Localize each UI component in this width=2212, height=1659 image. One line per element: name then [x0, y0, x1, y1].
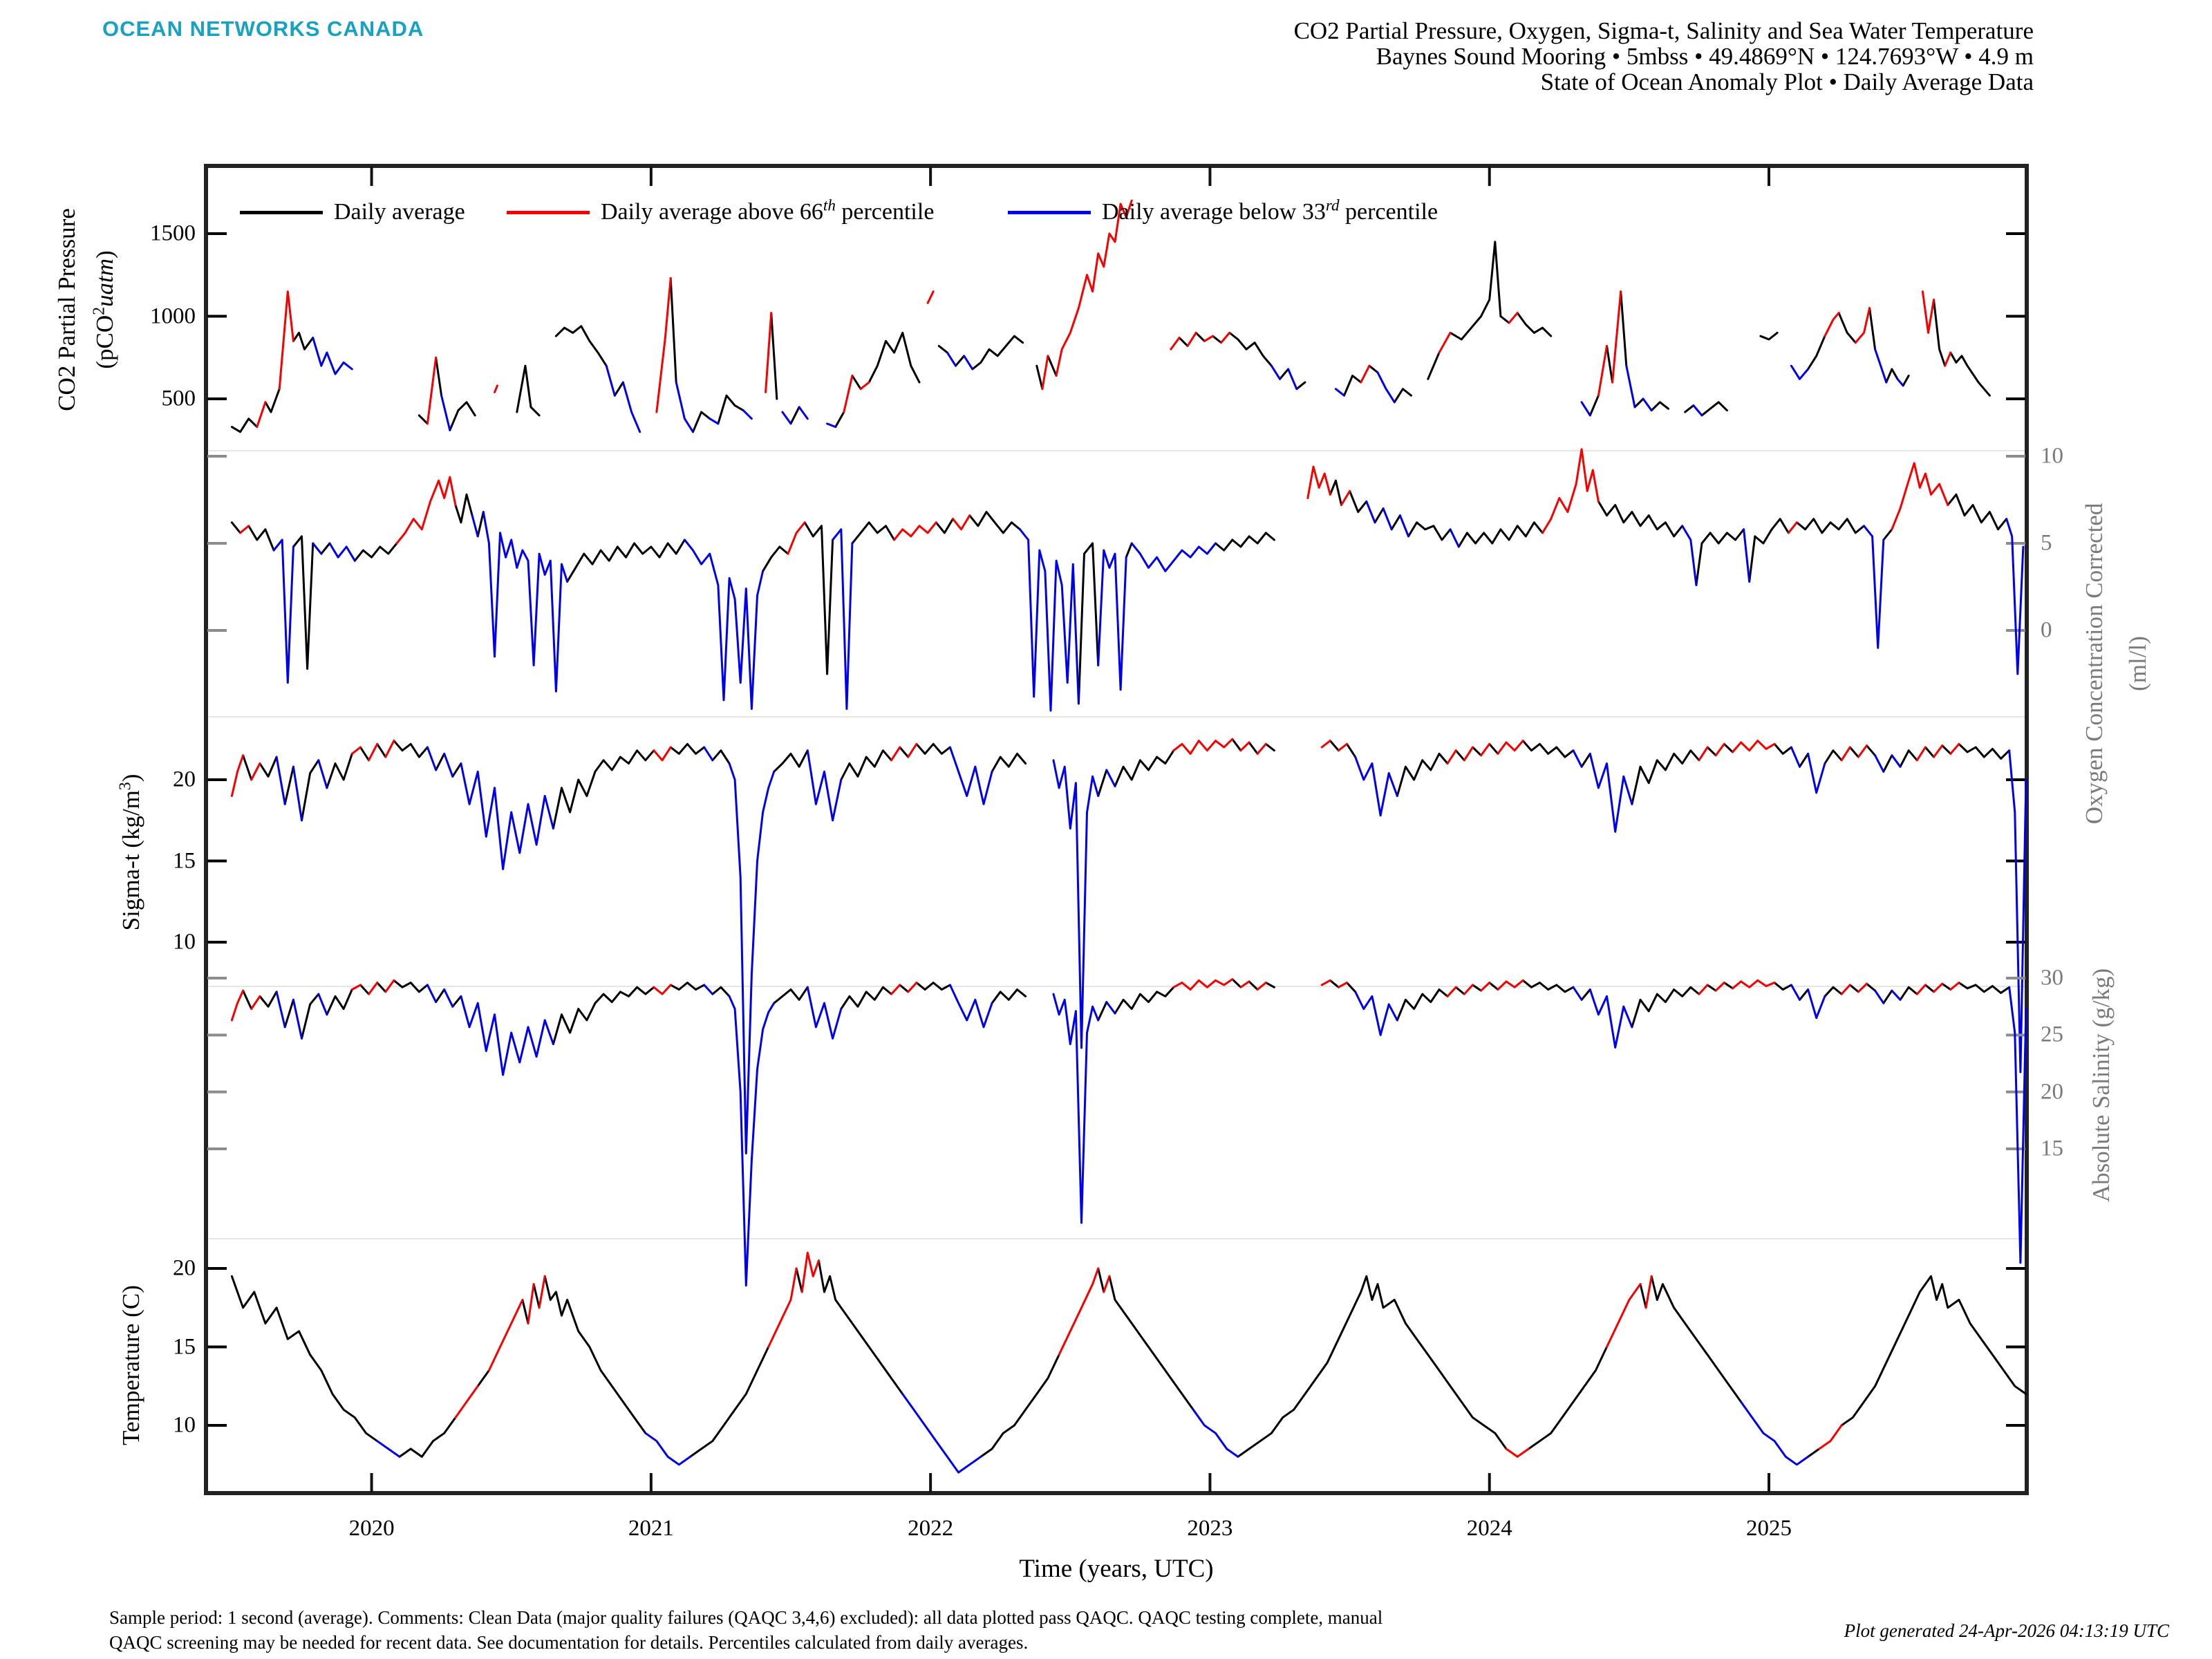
x-tick-label-2021: 2021	[628, 1516, 674, 1541]
series-sigma_t-below-33rd	[275, 746, 2027, 1154]
legend-item-below-33rd: Daily average below 33rd percentile	[1008, 198, 1438, 227]
oxygen-tick-10: 10	[2041, 443, 2063, 469]
series-temperature-above-66th	[454, 1251, 1843, 1458]
oxygen-tick-0: 0	[2041, 617, 2052, 643]
sigma_t-tick-10: 10	[173, 929, 196, 955]
co2-axis-label: CO2 Partial Pressure	[53, 208, 80, 411]
legend-label-above-66th: Daily average above 66th percentile	[601, 196, 935, 225]
x-axis-label: Time (years, UTC)	[1019, 1555, 1214, 1583]
legend-item-daily-average: Daily average	[240, 198, 465, 227]
series-co2-below-33rd	[312, 337, 1904, 433]
x-tick-label-2020: 2020	[348, 1516, 395, 1541]
legend-label-daily-average: Daily average	[334, 199, 465, 225]
series-sigma_t-daily	[242, 738, 2011, 830]
x-tick-label-2025: 2025	[1746, 1516, 1792, 1541]
legend-line-red	[507, 210, 590, 214]
series-temperature-below-33rd	[376, 1393, 1810, 1474]
series-oxygen-above-66th	[239, 448, 1949, 555]
temperature-tick-10: 10	[173, 1412, 196, 1438]
series-co2-daily	[230, 241, 1991, 433]
footer-note-line-1: Sample period: 1 second (average). Comme…	[109, 1607, 1383, 1628]
x-tick-label-2023: 2023	[1187, 1516, 1233, 1541]
legend-label-below-33rd: Daily average below 33rd percentile	[1102, 196, 1438, 225]
co2-axis-unit: (pCO2uatm)	[90, 250, 118, 369]
salinity-tick-30: 30	[2041, 965, 2063, 991]
sigma_t-tick-20: 20	[173, 767, 196, 792]
chart-plot-area	[204, 164, 2029, 1495]
series-co2-above-66th	[256, 199, 1952, 429]
series-temperature-daily	[230, 1259, 2027, 1458]
temperature-tick-20: 20	[173, 1255, 196, 1281]
title-line-3: State of Ocean Anomaly Plot • Daily Aver…	[1540, 68, 2034, 95]
series-salinity-below-33rd	[275, 984, 2027, 1287]
series-oxygen-below-33rd	[272, 500, 2025, 712]
legend-line-blue	[1008, 210, 1091, 214]
title-line-2: Baynes Sound Mooring • 5mbss • 49.4869°N…	[1376, 43, 2034, 70]
temperature-axis-label: Temperature (C)	[118, 1285, 144, 1445]
salinity-axis-label: Absolute Salinity (g/kg)	[2088, 968, 2115, 1203]
salinity-tick-25: 25	[2041, 1022, 2063, 1047]
sigma-t-axis-label: Sigma-t (kg/m3)	[116, 774, 144, 931]
co2-tick-500: 500	[161, 386, 196, 411]
oxygen-axis-label: Oxygen Concentration Corrected	[2081, 503, 2108, 825]
onc-logo: OCEAN NETWORKS CANADA	[102, 17, 424, 41]
co2-tick-1000: 1000	[150, 303, 196, 328]
legend-item-above-66th: Daily average above 66th percentile	[507, 198, 934, 227]
temperature-tick-15: 15	[173, 1334, 196, 1359]
salinity-tick-20: 20	[2041, 1079, 2063, 1105]
sigma_t-tick-15: 15	[173, 848, 196, 873]
salinity-tick-15: 15	[2041, 1136, 2063, 1161]
legend-line-black	[240, 210, 323, 214]
footer-note-line-2: QAQC screening may be needed for recent …	[109, 1632, 1029, 1653]
oxygen-axis-unit: (ml/l)	[2124, 636, 2151, 691]
x-tick-label-2024: 2024	[1466, 1516, 1512, 1541]
series-salinity-daily	[242, 978, 2011, 1045]
title-line-1: CO2 Partial Pressure, Oxygen, Sigma-t, S…	[1293, 17, 2034, 44]
co2-tick-1500: 1500	[150, 221, 196, 246]
oxygen-tick-5: 5	[2041, 530, 2052, 556]
plot-border	[204, 164, 2029, 1495]
series-salinity-above-66th	[230, 978, 1960, 1022]
plot-title: CO2 Partial Pressure, Oxygen, Sigma-t, S…	[1294, 18, 2034, 95]
series-sigma_t-above-66th	[230, 738, 1960, 797]
x-tick-label-2022: 2022	[908, 1516, 954, 1541]
plot-generated-timestamp: Plot generated 24-Apr-2026 04:13:19 UTC	[1844, 1620, 2169, 1641]
series-oxygen-daily	[230, 479, 2008, 705]
